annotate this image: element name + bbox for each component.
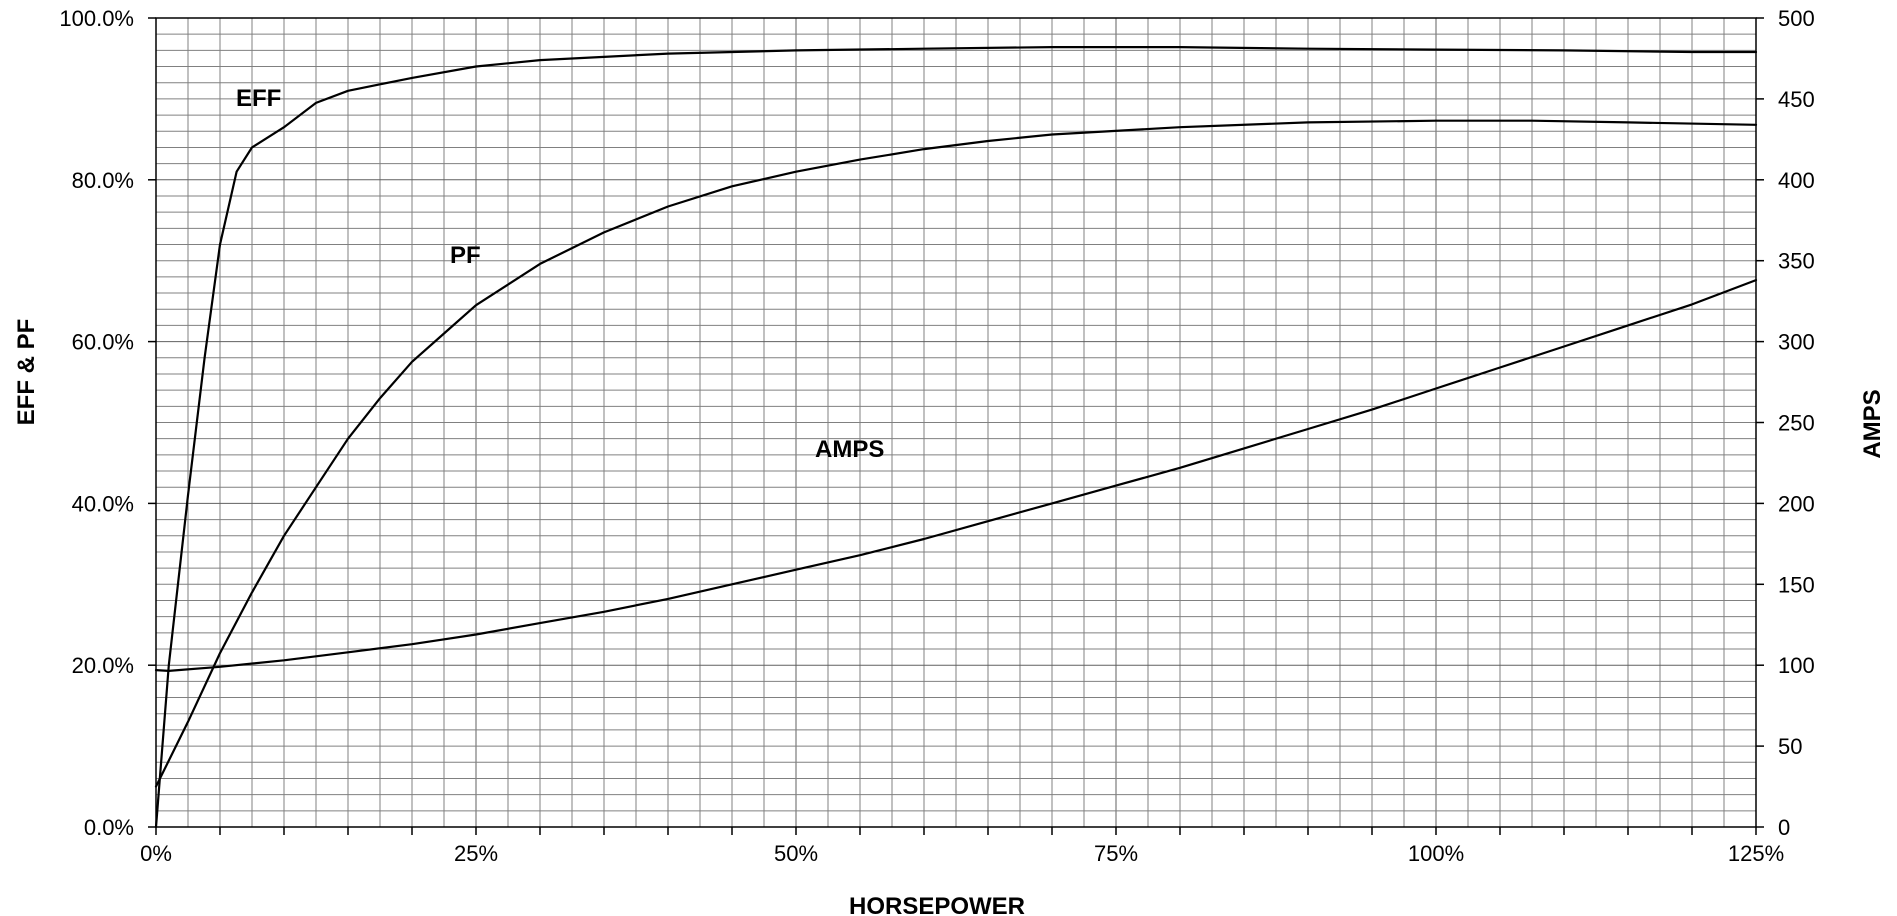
grid <box>156 18 1756 827</box>
left-y-tick-label: 100.0% <box>59 6 134 31</box>
tick-labels: 0% 25% 50% 75% 100% 125% 0.0% 20.0% 40.0% 60.0% 80… <box>59 6 1814 866</box>
x-tick-label: 0% <box>140 841 172 866</box>
right-y-tick-label: 50 <box>1778 734 1802 759</box>
amps-curve <box>154 279 1758 673</box>
pf-curve-label: PF <box>450 242 481 269</box>
right-y-axis-title: AMPS <box>1859 389 1886 458</box>
x-tick-label: 25% <box>454 841 498 866</box>
right-y-tick-label: 350 <box>1778 249 1815 274</box>
x-tick-label: 100% <box>1408 841 1464 866</box>
left-y-tick-label: 60.0% <box>72 330 134 355</box>
right-y-tick-label: 200 <box>1778 491 1815 516</box>
eff-curve <box>154 45 1758 829</box>
x-tick-label: 50% <box>774 841 818 866</box>
left-y-tick-label: 80.0% <box>72 168 134 193</box>
left-y-tick-label: 40.0% <box>72 491 134 516</box>
left-y-axis-title: EFF & PF <box>13 319 40 426</box>
right-y-tick-label: 150 <box>1778 572 1815 597</box>
eff-curve-label: EFF <box>236 85 281 112</box>
axis-ticks <box>148 17 1764 835</box>
right-y-tick-label: 450 <box>1778 87 1815 112</box>
series-group <box>154 45 1758 829</box>
amps-curve-label: AMPS <box>815 436 884 463</box>
pf-curve <box>154 119 1758 788</box>
right-y-tick-label: 250 <box>1778 411 1815 436</box>
right-y-tick-label: 300 <box>1778 330 1815 355</box>
right-y-tick-label: 500 <box>1778 6 1815 31</box>
x-axis-title: HORSEPOWER <box>849 893 1025 916</box>
right-y-tick-label: 100 <box>1778 653 1815 678</box>
x-tick-label: 125% <box>1728 841 1784 866</box>
left-y-tick-label: 20.0% <box>72 653 134 678</box>
left-y-tick-label: 0.0% <box>84 815 134 840</box>
right-y-tick-label: 400 <box>1778 168 1815 193</box>
right-y-tick-label: 0 <box>1778 815 1790 840</box>
x-tick-label: 75% <box>1094 841 1138 866</box>
